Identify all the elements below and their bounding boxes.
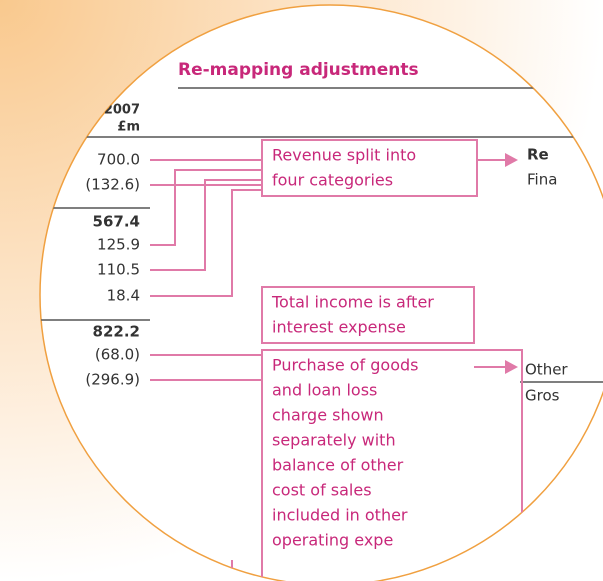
right-label: Other	[525, 361, 568, 379]
annotation-text: operating expe	[272, 531, 393, 550]
row-value: 110.5	[97, 261, 140, 279]
row-value: 700.0	[97, 151, 140, 169]
annotation-text: interest expense	[272, 318, 406, 337]
row-value: 822.2	[93, 323, 140, 341]
content: Re-mapping adjustments 2007 £m 700.0 (132…	[40, 60, 603, 581]
row-value: (296.9)	[85, 371, 140, 389]
annotation-text: cost of sales	[272, 481, 372, 500]
arrow-head	[505, 153, 518, 167]
annotation-box	[261, 139, 478, 197]
arrow-head	[505, 360, 518, 374]
annotation-text: included in other	[272, 506, 408, 525]
right-label: Fina	[527, 171, 557, 189]
unit: £m	[117, 120, 140, 135]
connector	[150, 159, 262, 581]
lens	[39, 4, 603, 581]
annotation-text: charge shown	[272, 406, 384, 425]
row-value: 18.4	[107, 287, 140, 305]
annotation-text: Total income is after	[271, 293, 434, 312]
annotation-text: and loan loss	[272, 381, 377, 400]
right-label: Re	[527, 146, 549, 164]
row-value: 567.4	[93, 213, 140, 231]
annotation-text: four categories	[272, 171, 393, 190]
annotation-text: balance of other	[272, 456, 404, 475]
section-title: Re-mapping adjustments	[178, 60, 419, 80]
row-value: (68.0)	[95, 346, 140, 364]
annotation-box	[261, 349, 523, 581]
annotation-text: Revenue split into	[272, 146, 416, 165]
year: 2007	[104, 103, 140, 118]
row-value: (132.6)	[85, 176, 140, 194]
row-value: 125.9	[97, 236, 140, 254]
annotation-text: Purchase of goods	[272, 356, 418, 375]
right-label: Gros	[525, 387, 560, 405]
annotation-text: separately with	[272, 431, 396, 450]
annotation-box	[261, 286, 475, 344]
